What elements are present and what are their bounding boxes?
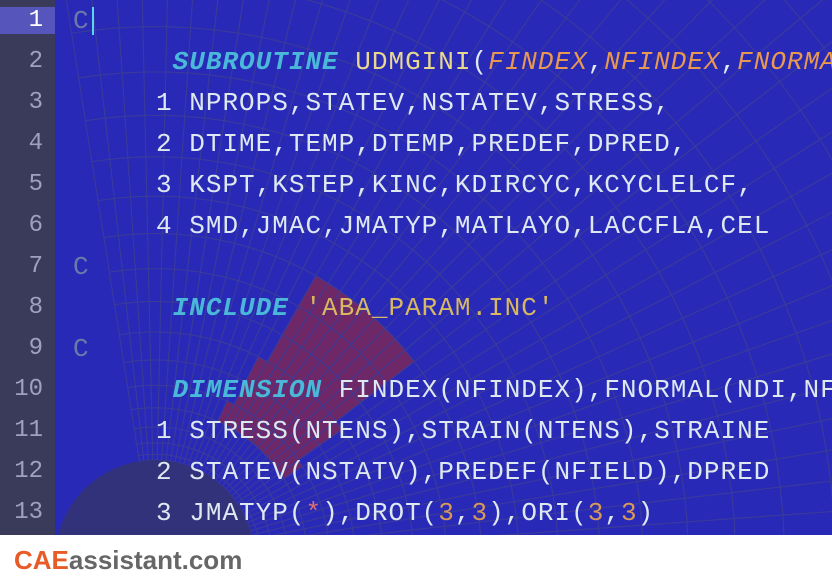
line-number: 8 xyxy=(0,294,55,321)
line-number: 10 xyxy=(0,376,55,403)
code-content: SUBROUTINE UDMGINI(FINDEX,NFINDEX,FNORMA… xyxy=(55,47,832,77)
line-number: 9 xyxy=(0,335,55,362)
code-line[interactable]: 11 1 STRESS(NTENS),STRAIN(NTENS),STRAINE xyxy=(0,410,832,451)
code-line[interactable]: 4 2 DTIME,TEMP,DTEMP,PREDEF,DPRED, xyxy=(0,123,832,164)
code-content: 3 JMATYP(*),DROT(3,3),ORI(3,3) xyxy=(55,498,654,528)
line-number: 12 xyxy=(0,458,55,485)
code-content: INCLUDE 'ABA_PARAM.INC' xyxy=(55,293,555,323)
line-number: 3 xyxy=(0,89,55,116)
line-number: 7 xyxy=(0,253,55,280)
code-content: 1 STRESS(NTENS),STRAIN(NTENS),STRAINE xyxy=(55,416,770,446)
code-line[interactable]: 13 3 JMATYP(*),DROT(3,3),ORI(3,3) xyxy=(0,492,832,533)
code-content: 4 SMD,JMAC,JMATYP,MATLAYO,LACCFLA,CEL xyxy=(55,211,770,241)
code-content: 1 NPROPS,STATEV,NSTATEV,STRESS, xyxy=(55,88,671,118)
code-line[interactable]: 5 3 KSPT,KSTEP,KINC,KDIRCYC,KCYCLELCF, xyxy=(0,164,832,205)
code-line[interactable]: 2 SUBROUTINE UDMGINI(FINDEX,NFINDEX,FNOR… xyxy=(0,41,832,82)
code-content: 2 DTIME,TEMP,DTEMP,PREDEF,DPRED, xyxy=(55,129,687,159)
watermark-footer: CAEassistant.com xyxy=(0,535,832,585)
code-line[interactable]: 6 4 SMD,JMAC,JMATYP,MATLAYO,LACCFLA,CEL xyxy=(0,205,832,246)
code-line[interactable]: 8 INCLUDE 'ABA_PARAM.INC' xyxy=(0,287,832,328)
line-number: 4 xyxy=(0,130,55,157)
line-number: 11 xyxy=(0,417,55,444)
code-content: C xyxy=(55,6,94,36)
line-number: 5 xyxy=(0,171,55,198)
code-line[interactable]: 7C xyxy=(0,246,832,287)
line-number: 13 xyxy=(0,499,55,526)
code-line[interactable]: 9C xyxy=(0,328,832,369)
footer-brand-cae: CAE xyxy=(14,545,69,575)
text-cursor xyxy=(92,7,94,35)
code-content: DIMENSION FINDEX(NFINDEX),FNORMAL(NDI,NF… xyxy=(55,375,832,405)
code-content: C xyxy=(55,252,90,282)
footer-brand-assist: assistant.com xyxy=(69,545,242,575)
code-editor[interactable]: 1C2 SUBROUTINE UDMGINI(FINDEX,NFINDEX,FN… xyxy=(0,0,832,535)
line-number: 6 xyxy=(0,212,55,239)
code-line[interactable]: 10 DIMENSION FINDEX(NFINDEX),FNORMAL(NDI… xyxy=(0,369,832,410)
code-content: C xyxy=(55,334,90,364)
code-line[interactable]: 12 2 STATEV(NSTATV),PREDEF(NFIELD),DPRED xyxy=(0,451,832,492)
code-line[interactable]: 1C xyxy=(0,0,832,41)
line-number: 1 xyxy=(0,7,55,34)
code-content: 3 KSPT,KSTEP,KINC,KDIRCYC,KCYCLELCF, xyxy=(55,170,754,200)
code-line[interactable]: 3 1 NPROPS,STATEV,NSTATEV,STRESS, xyxy=(0,82,832,123)
code-content: 2 STATEV(NSTATV),PREDEF(NFIELD),DPRED xyxy=(55,457,770,487)
line-number: 2 xyxy=(0,48,55,75)
